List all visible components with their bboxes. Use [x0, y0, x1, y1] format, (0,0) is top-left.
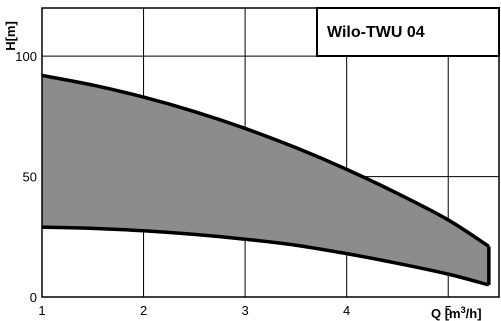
x-axis-label-tail: /h] — [466, 306, 482, 321]
y-tick-label: 100 — [15, 49, 37, 64]
x-axis-label-main: Q [m — [431, 306, 461, 321]
x-tick-label: 2 — [140, 303, 147, 318]
y-axis-label: H[m] — [3, 21, 18, 51]
upper-curve-line — [41, 73, 490, 248]
x-tick-labels: 1 2 3 4 5 — [38, 303, 451, 318]
x-tick-label: 4 — [343, 303, 350, 318]
x-tick-label: 5 — [445, 303, 452, 318]
x-tick-label: 3 — [241, 303, 248, 318]
lower-curve-line — [41, 225, 490, 287]
y-tick-label: 0 — [30, 290, 37, 305]
chart-title: Wilo-TWU 04 — [327, 24, 425, 41]
x-axis-label: Q [m3/h] — [431, 305, 482, 321]
performance-area — [42, 75, 489, 285]
x-axis-label-sup: 3 — [461, 305, 466, 315]
title-box-frame — [316, 7, 500, 57]
plot-frame — [41, 7, 500, 298]
title-box: Wilo-TWU 04 — [316, 7, 500, 57]
x-tick-label: 1 — [38, 303, 45, 318]
y-tick-labels: 0 50 100 — [15, 49, 37, 305]
y-tick-label: 50 — [23, 170, 37, 185]
